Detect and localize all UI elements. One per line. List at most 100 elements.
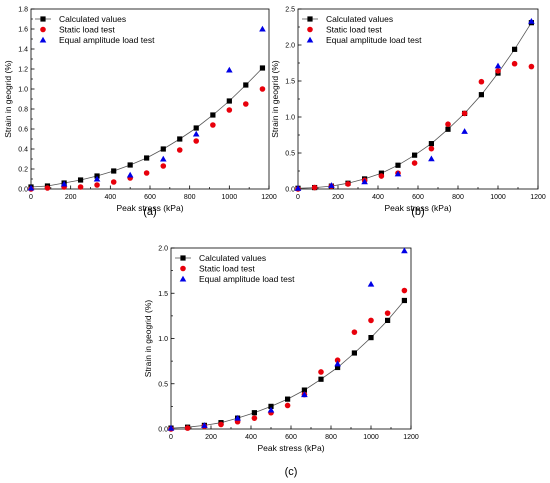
x-tick-label: 1000 xyxy=(363,434,379,441)
data-point-calculated xyxy=(243,82,249,88)
data-point-calculated xyxy=(77,177,84,183)
x-tick-label: 800 xyxy=(184,194,196,201)
data-point-static xyxy=(445,121,451,127)
data-point-equal xyxy=(528,17,535,24)
data-point-calculated xyxy=(445,126,451,132)
data-point-static xyxy=(334,357,341,364)
data-point-calculated xyxy=(160,146,166,152)
legend-label-calculated: Calculated values xyxy=(326,14,393,24)
y-tick-label: 0.8 xyxy=(18,107,28,114)
data-point-static xyxy=(143,170,150,176)
x-tick-label: 1000 xyxy=(222,194,238,201)
data-point-equal xyxy=(234,414,241,421)
data-point-static xyxy=(311,184,318,191)
x-tick-label: 400 xyxy=(245,434,257,441)
legend-marker-static xyxy=(40,26,46,33)
y-tick-label: 2.0 xyxy=(285,43,295,50)
x-tick-label: 600 xyxy=(285,434,297,441)
legend-label-equal: Equal amplitude load test xyxy=(199,274,295,284)
y-tick-label: 1.0 xyxy=(158,336,168,343)
data-point-calculated xyxy=(395,162,401,168)
data-point-static xyxy=(411,160,418,166)
data-point-calculated xyxy=(335,364,341,371)
data-point-calculated xyxy=(251,410,257,416)
legend-label-static: Static load test xyxy=(326,25,382,35)
chart-panel: 0 200 400 600 800 1000 1200 0.0 0.5 1.0 1.5 2.0 2.5 P… xyxy=(270,7,546,219)
y-tick-label: 0.0 xyxy=(18,187,28,194)
data-point-calculated xyxy=(378,170,384,176)
x-tick-label: 800 xyxy=(325,434,337,441)
chart-panel: 0 200 400 600 800 1000 1200 0.0 0.2 0.4 0.6 0.8 1.0 1… xyxy=(3,7,277,219)
data-point-equal xyxy=(361,178,368,185)
data-point-static xyxy=(378,173,385,179)
y-tick-label: 1.4 xyxy=(18,47,28,54)
chart-panel: 0 200 400 600 800 1000 1200 0.0 0.5 1.0 1.5 2.0 Peak… xyxy=(143,246,419,479)
x-axis-label: Peak stress (kPa) xyxy=(384,203,451,213)
data-point-static xyxy=(176,147,183,153)
x-tick-label: 200 xyxy=(205,434,217,441)
x-tick-label: 0 xyxy=(29,194,33,201)
y-tick-label: 0.2 xyxy=(18,167,28,174)
data-point-calculated xyxy=(301,387,307,393)
y-tick-label: 1.0 xyxy=(285,115,295,122)
data-point-calculated xyxy=(428,141,434,147)
data-point-static xyxy=(478,78,485,85)
legend-marker-static xyxy=(180,265,186,272)
legend-marker-calculated xyxy=(307,16,313,22)
legend-label-equal: Equal amplitude load test xyxy=(59,35,155,45)
data-point-equal xyxy=(259,25,266,32)
data-point-calculated xyxy=(285,396,291,402)
data-point-static xyxy=(44,185,51,191)
x-tick-label: 400 xyxy=(104,194,116,201)
x-tick-label: 400 xyxy=(372,194,384,201)
data-point-static xyxy=(210,122,216,128)
y-tick-label: 1.8 xyxy=(18,7,28,14)
legend-marker-calculated xyxy=(40,16,46,22)
y-tick-label: 1.6 xyxy=(18,27,28,34)
data-point-calculated xyxy=(351,350,357,356)
x-tick-label: 200 xyxy=(332,194,344,201)
data-point-equal xyxy=(201,422,208,428)
legend-marker-calculated xyxy=(180,255,186,261)
data-point-equal xyxy=(494,62,502,69)
y-tick-label: 0.5 xyxy=(285,151,295,158)
data-point-static xyxy=(351,329,358,335)
data-point-calculated xyxy=(210,112,216,118)
data-point-static xyxy=(384,310,391,316)
data-point-calculated xyxy=(401,297,407,304)
x-tick-label: 600 xyxy=(412,194,424,201)
data-point-equal xyxy=(27,184,35,191)
series-line-calculated xyxy=(30,67,263,188)
data-point-calculated xyxy=(144,155,150,161)
y-tick-label: 1.2 xyxy=(18,67,28,74)
data-point-static xyxy=(193,138,200,144)
data-point-equal xyxy=(93,175,101,182)
data-point-equal xyxy=(301,391,308,398)
legend-label-calculated: Calculated values xyxy=(59,14,126,24)
data-point-equal xyxy=(401,247,408,254)
panel-label: (b) xyxy=(411,206,424,218)
data-point-static xyxy=(251,415,258,421)
data-point-static xyxy=(461,110,468,117)
y-tick-label: 0.0 xyxy=(285,187,295,194)
data-point-static xyxy=(259,86,266,92)
data-point-equal xyxy=(126,171,134,178)
data-point-equal xyxy=(267,406,275,413)
data-point-static xyxy=(218,421,224,428)
legend-marker-equal xyxy=(39,36,47,43)
data-point-calculated xyxy=(177,136,183,142)
y-axis-label: Strain in geogrid (%) xyxy=(270,60,280,138)
data-point-calculated xyxy=(193,125,199,131)
panel-label: (c) xyxy=(285,466,298,478)
y-tick-label: 0.6 xyxy=(18,127,28,134)
data-point-static xyxy=(401,287,408,294)
x-tick-label: 800 xyxy=(452,194,464,201)
data-point-static xyxy=(242,101,249,107)
legend-label-equal: Equal amplitude load test xyxy=(326,35,422,45)
x-tick-label: 0 xyxy=(169,434,173,441)
data-point-static xyxy=(428,145,435,152)
y-tick-label: 1.5 xyxy=(285,79,295,86)
data-point-calculated xyxy=(111,168,117,174)
